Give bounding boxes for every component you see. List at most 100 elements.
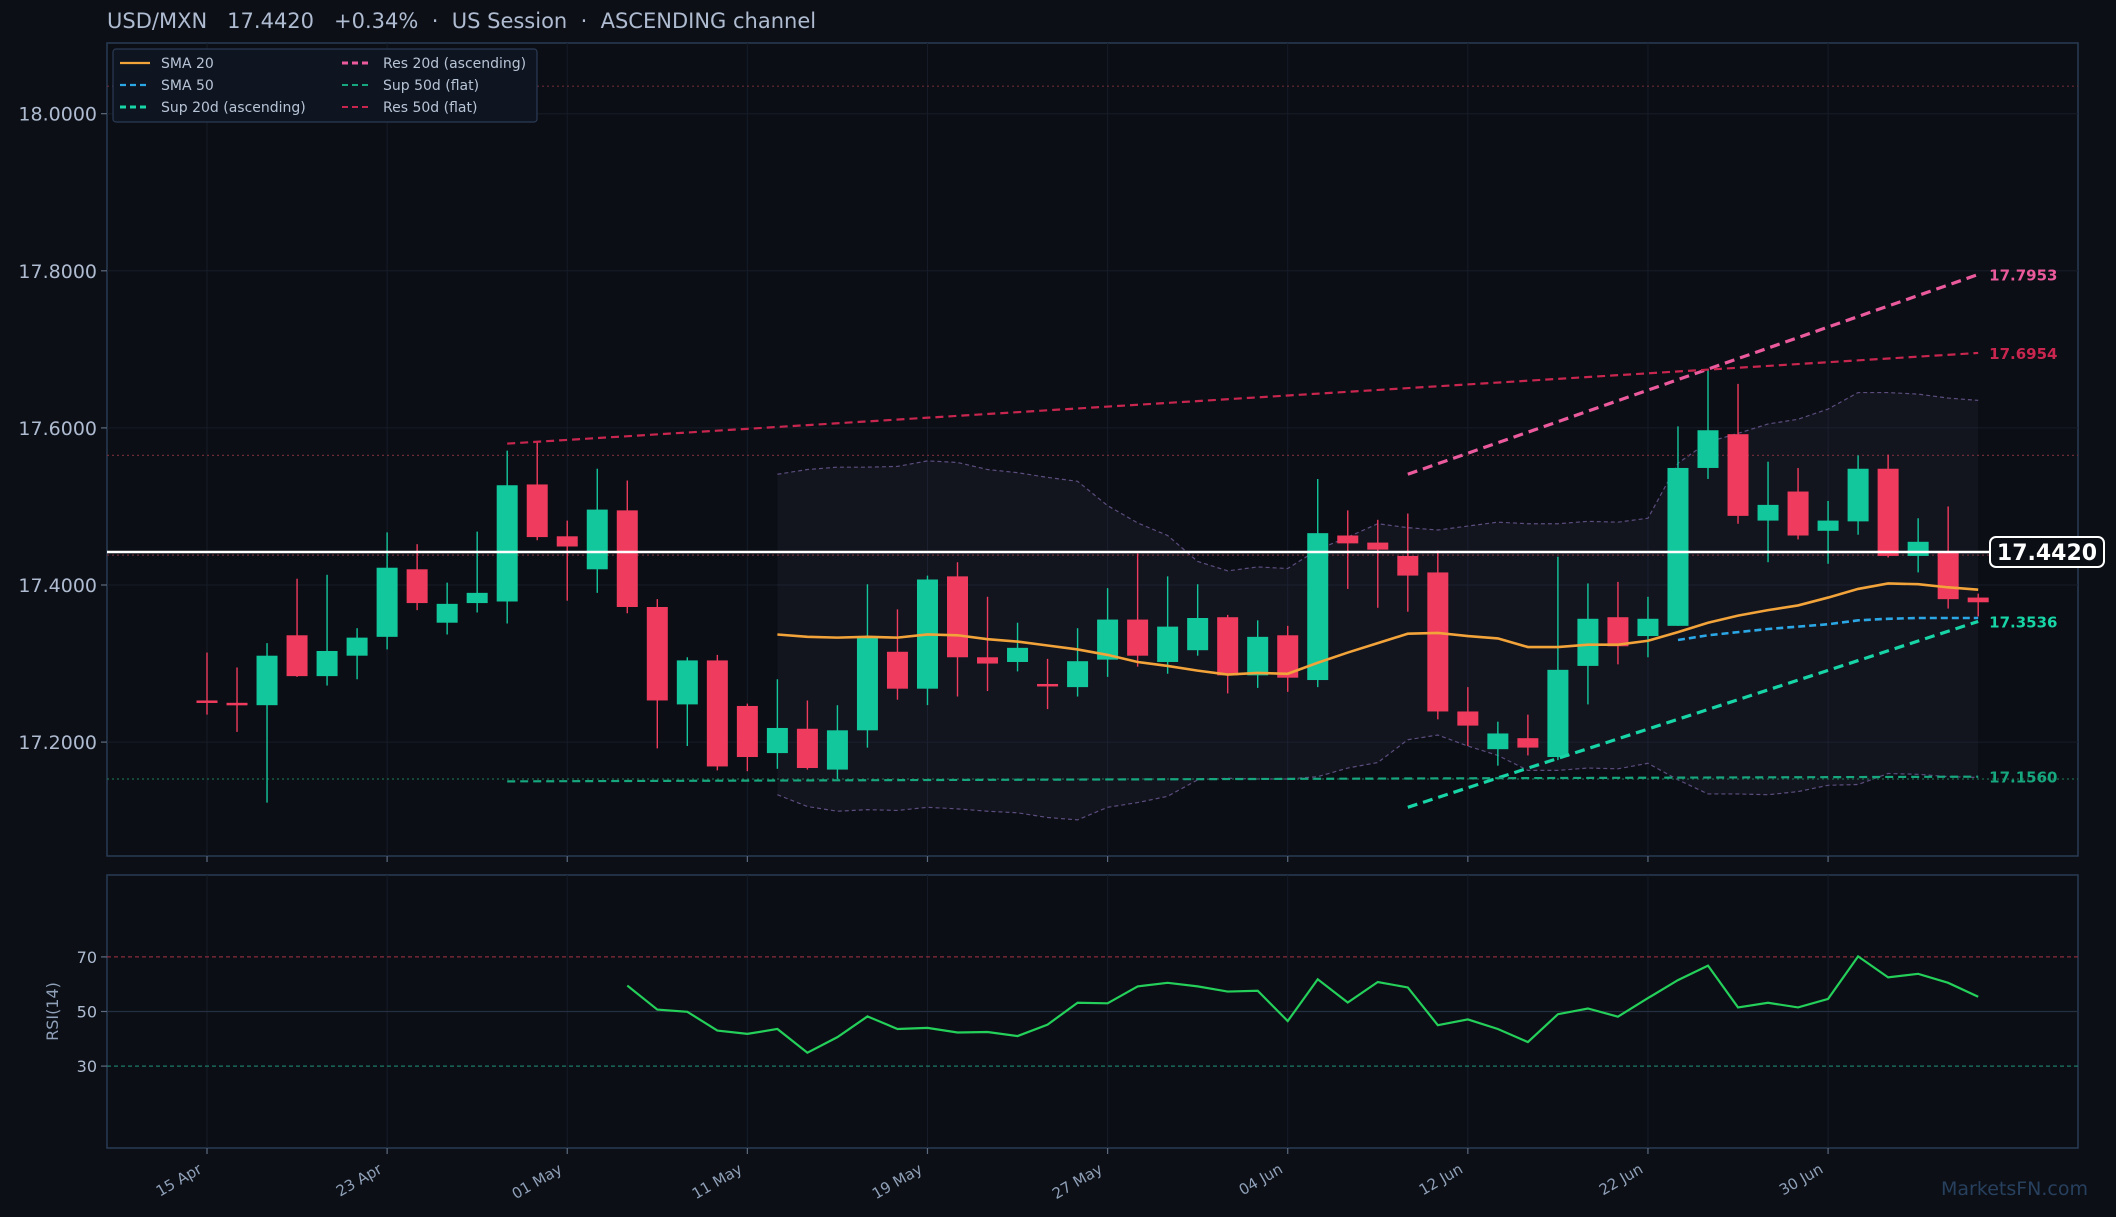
candle-down (1277, 635, 1299, 678)
legend[interactable]: SMA 20 SMA 50 Sup 20d (ascending) Res 20d (… (112, 48, 538, 123)
candle-down (406, 569, 428, 604)
candle-up (1907, 541, 1929, 556)
candle-down (736, 705, 758, 758)
candle-down (886, 651, 908, 689)
y-tick-label: 18.0000 (18, 104, 97, 126)
last-price-label: 17.4420 (1997, 541, 2097, 566)
candle-up (1697, 430, 1719, 468)
candle-down (1607, 617, 1629, 647)
bollinger-lower-line (777, 734, 1979, 821)
candle-up (1007, 647, 1029, 662)
candle-up (1247, 636, 1269, 676)
candle-up (1817, 520, 1839, 531)
price-panel: 17.2000 17.4000 17.6000 17.8000 18.0000 17.35… (18, 42, 2105, 857)
candle-up (826, 730, 848, 770)
x-tick-label: 23 Apr (333, 1159, 386, 1200)
candle-up (856, 637, 878, 731)
level-value-label: 17.3536 (1989, 613, 2057, 631)
last-price-tag (1989, 536, 2105, 569)
rsi-line (626, 954, 1979, 1055)
candle-down (796, 728, 818, 769)
legend-entry-label: Sup 20d (ascending) (161, 100, 306, 116)
candle-up (1187, 617, 1209, 651)
legend-entry-label: SMA 20 (161, 56, 214, 72)
x-tick-label: 11 May (689, 1160, 746, 1203)
candle-up (676, 660, 698, 705)
candle-up (766, 727, 788, 754)
candle-up (436, 603, 458, 623)
level-value-label: 17.7953 (1989, 266, 2057, 284)
candle-up (1157, 626, 1179, 662)
candle-down (1367, 542, 1389, 550)
candle-down (1727, 434, 1749, 516)
rsi-tick-label: 70 (77, 948, 97, 967)
candle-up (1577, 618, 1599, 666)
legend-box (112, 48, 538, 123)
y-tick-label: 17.8000 (18, 261, 97, 283)
candle-up (1547, 669, 1569, 758)
legend-entry-label: Sup 50d (flat) (383, 78, 479, 94)
y-tick-label: 17.6000 (18, 418, 97, 440)
candle-down (1457, 711, 1479, 726)
candle-down (1877, 468, 1899, 556)
candle-down (196, 700, 218, 703)
x-tick-label: 30 Jun (1776, 1160, 1826, 1199)
trendline-res-20d-ascending (1407, 272, 1979, 476)
sma50-line (1677, 616, 1979, 642)
price-panel-frame (106, 42, 2079, 857)
level-value-label: 17.1560 (1989, 769, 2057, 787)
legend-entry-label: Res 20d (ascending) (383, 56, 526, 72)
candle-up (1757, 504, 1779, 521)
trendline-res-50d-flat (507, 351, 1979, 445)
x-tick-label: 01 May (509, 1160, 566, 1203)
candle-up (1487, 733, 1509, 750)
candle-down (1787, 491, 1809, 536)
candle-down (646, 606, 668, 701)
watermark: MarketsFN.com (1941, 1178, 2088, 1200)
legend-entry-label: SMA 50 (161, 78, 214, 94)
candle-up (346, 637, 368, 656)
legend-entry-label: Res 50d (flat) (383, 100, 477, 116)
y-tick-label: 17.4000 (18, 575, 97, 597)
candle-down (1397, 555, 1419, 576)
rsi-tick-label: 30 (77, 1057, 97, 1076)
sma20-line (777, 582, 1979, 676)
candle-up (1307, 533, 1329, 681)
candle-down (226, 702, 248, 706)
rsi-axis-label: RSI(14) (43, 982, 62, 1041)
candle-up (466, 592, 488, 604)
x-tick-label: 12 Jun (1416, 1160, 1466, 1199)
candle-up (1667, 467, 1689, 626)
candle-down (1127, 619, 1149, 656)
candle-down (1937, 552, 1959, 600)
candle-down (1517, 738, 1539, 748)
rsi-tick-label: 50 (77, 1003, 97, 1022)
candle-down (706, 660, 728, 767)
candle-up (1847, 468, 1869, 522)
candle-up (1067, 661, 1089, 688)
candle-down (1427, 572, 1449, 712)
rsi-panel: 30 50 70 RSI(14) (43, 874, 2079, 1149)
candle-up (496, 485, 518, 602)
candle-up (256, 655, 278, 706)
candle-up (586, 509, 608, 570)
chart-title: USD/MXN 17.4420 +0.34% · US Session · AS… (107, 9, 817, 33)
candle-up (1637, 618, 1659, 637)
candle-down (1337, 535, 1359, 544)
trendline-sup-50d-flat (507, 775, 1979, 783)
candle-up (376, 567, 398, 637)
candle-down (616, 510, 638, 607)
level-value-label: 17.6954 (1989, 345, 2057, 363)
x-tick-label: 27 May (1049, 1160, 1106, 1203)
candle-down (1037, 683, 1059, 687)
candle-down (947, 576, 968, 658)
candle-down (526, 484, 548, 538)
candle-up (1097, 619, 1119, 660)
x-tick-label: 19 May (869, 1160, 926, 1203)
candle-down (286, 635, 308, 677)
x-tick-label: 04 Jun (1236, 1160, 1286, 1199)
candle-up (316, 650, 338, 677)
candle-down (1967, 597, 1989, 603)
x-tick-label: 22 Jun (1596, 1160, 1646, 1199)
